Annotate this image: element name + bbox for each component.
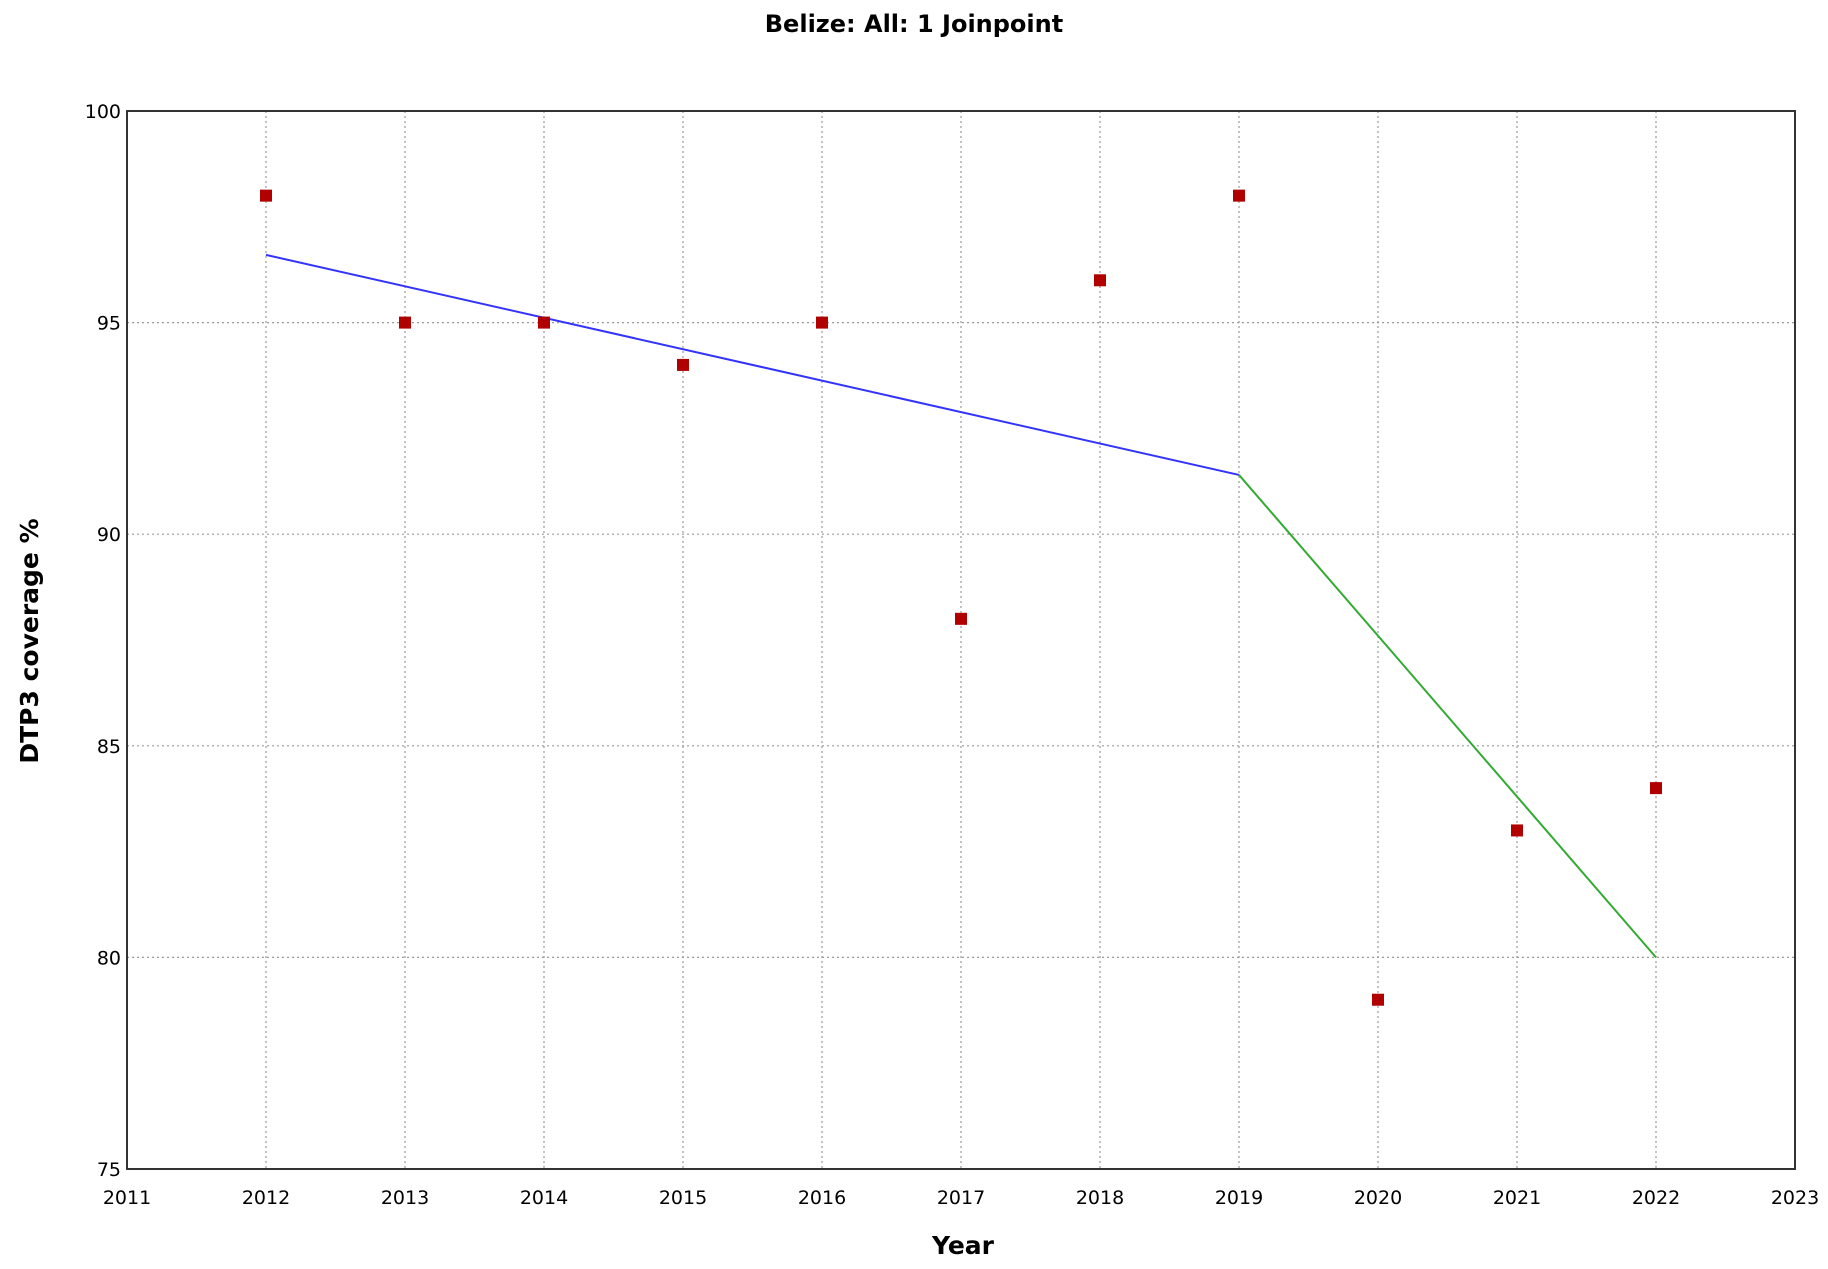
chart-title: Belize: All: 1 Joinpoint (764, 10, 1064, 38)
x-tick-label: 2017 (937, 1187, 985, 1209)
x-axis-title: Year (931, 1231, 995, 1260)
y-tick-label: 80 (97, 947, 121, 969)
y-tick-label: 90 (97, 524, 121, 546)
x-tick-labels: 2011 2012 2013 2014 2015 2016 2017 2018 2019 2020… (103, 1187, 1819, 1209)
x-tick-label: 2022 (1632, 1187, 1680, 1209)
data-point (677, 358, 689, 371)
y-tick-label: 100 (85, 101, 121, 123)
x-tick-label: 2013 (381, 1187, 429, 1209)
y-tick-label: 75 (97, 1159, 121, 1181)
data-point (260, 189, 272, 202)
x-tick-label: 2018 (1076, 1187, 1124, 1209)
data-point (955, 612, 967, 625)
x-tick-label: 2023 (1771, 1187, 1819, 1209)
fitted-segment-line (1238, 474, 1657, 959)
y-axis-title: DTP3 coverage % (15, 518, 44, 763)
y-tick-labels: 75 80 85 90 95 100 (85, 101, 121, 1181)
gridlines (127, 111, 1795, 1169)
data-point (538, 316, 550, 329)
y-tick-label: 95 (97, 313, 121, 335)
data-point (1233, 189, 1245, 202)
data-point (399, 316, 411, 329)
data-point (1511, 824, 1523, 837)
x-tick-label: 2014 (520, 1187, 568, 1209)
x-tick-label: 2021 (1493, 1187, 1541, 1209)
fitted-lines (265, 253, 1657, 959)
observed-points (260, 189, 1662, 1006)
x-tick-label: 2016 (798, 1187, 846, 1209)
data-point (1650, 782, 1662, 795)
data-point (816, 316, 828, 329)
data-point (1372, 993, 1384, 1006)
x-tick-label: 2020 (1354, 1187, 1402, 1209)
x-tick-label: 2011 (103, 1187, 151, 1209)
data-point (1094, 274, 1106, 287)
plot-frame (126, 110, 1796, 1170)
fitted-segment-line (265, 253, 1240, 476)
x-tick-label: 2015 (659, 1187, 707, 1209)
x-tick-label: 2012 (242, 1187, 290, 1209)
y-tick-label: 85 (97, 736, 121, 758)
x-tick-label: 2019 (1215, 1187, 1263, 1209)
